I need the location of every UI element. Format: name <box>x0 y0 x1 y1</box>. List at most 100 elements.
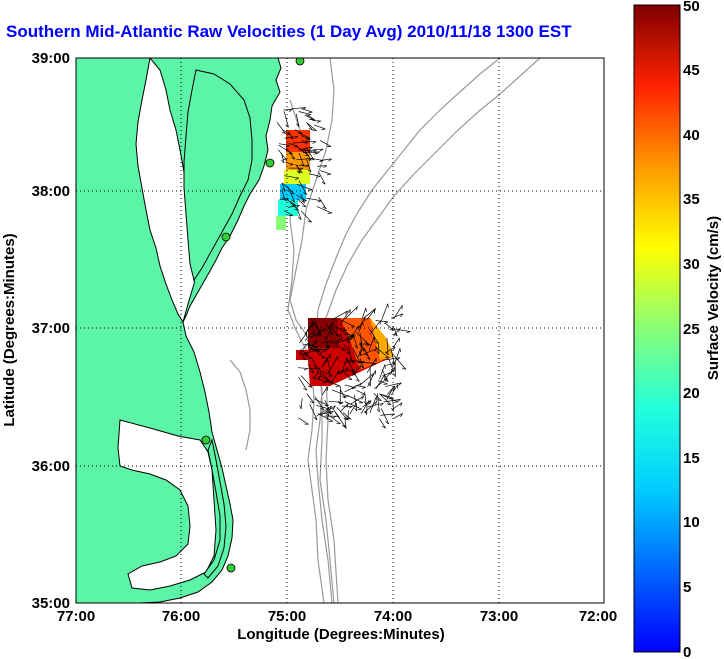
velocity-arrowhead <box>307 220 312 223</box>
velocity-arrowhead <box>301 200 305 204</box>
velocity-arrow <box>390 348 395 365</box>
velocity-arrowhead <box>340 333 342 338</box>
velocity-arrowhead <box>374 341 379 344</box>
velocity-arrowhead <box>389 371 393 375</box>
velocity-arrowhead <box>305 332 308 337</box>
velocity-arrowhead <box>299 405 302 410</box>
velocity-arrow <box>314 396 325 411</box>
svg-text:20: 20 <box>683 385 700 402</box>
svg-text:45: 45 <box>683 62 700 79</box>
velocity-arrow <box>278 144 293 155</box>
velocity-arrowhead <box>345 310 348 315</box>
velocity-arrowhead <box>304 141 309 145</box>
velocity-arrow <box>374 346 390 359</box>
velocity-arrow <box>380 303 389 322</box>
velocity-arrowhead <box>317 331 322 335</box>
svg-text:0: 0 <box>683 644 691 659</box>
bathymetry-contour-3 <box>315 58 501 603</box>
velocity-arrow <box>380 413 395 416</box>
velocity-arrow <box>393 413 403 419</box>
velocity-arrow <box>385 382 402 387</box>
velocity-arrowhead <box>294 208 299 211</box>
velocity-arrowhead <box>328 382 333 384</box>
velocity-arrowhead <box>392 346 396 351</box>
velocity-arrowhead <box>393 333 398 337</box>
velocity-arrow <box>316 404 331 410</box>
velocity-arrowhead <box>329 340 334 344</box>
velocity-arrow <box>379 364 386 380</box>
velocity-arrowhead <box>369 400 372 405</box>
velocity-arrowhead <box>343 425 347 429</box>
velocity-arrow <box>343 343 350 355</box>
velocity-arrowhead <box>322 328 326 333</box>
velocity-arrowhead <box>303 387 308 391</box>
velocity-arrow <box>317 413 333 422</box>
velocity-arrow <box>283 210 294 216</box>
velocity-arrow <box>312 148 324 151</box>
velocity-arrowhead <box>364 353 369 357</box>
velocity-arrow <box>298 152 305 167</box>
velocity-arrow <box>296 158 313 161</box>
velocity-arrow <box>281 183 286 192</box>
colorbar-ticks: 50 45 40 35 30 25 20 15 10 5 0 <box>683 0 700 659</box>
velocity-arrow <box>284 175 299 179</box>
radar-station <box>265 158 275 168</box>
velocity-arrowhead <box>316 151 320 155</box>
velocity-arrowhead <box>343 417 348 421</box>
velocity-arrowhead <box>294 177 299 180</box>
svg-text:10: 10 <box>683 514 700 531</box>
delmarva-peninsula <box>183 69 253 282</box>
velocity-arrow <box>360 400 370 414</box>
velocity-arrow <box>306 122 317 132</box>
lon-tick: 72:00 <box>579 608 617 625</box>
velocity-arrowhead <box>354 407 358 412</box>
plot-frame <box>75 57 605 604</box>
velocity-arrowhead <box>400 313 404 318</box>
velocity-arrow <box>364 401 377 414</box>
velocity-arrow <box>324 399 332 414</box>
velocity-arrow <box>363 308 376 319</box>
velocity-arrowhead <box>374 348 378 352</box>
velocity-arrow <box>343 372 353 380</box>
velocity-arrow <box>317 165 327 167</box>
velocity-arrowhead <box>285 124 289 128</box>
velocity-arrowhead <box>380 402 384 407</box>
velocity-arrow <box>300 375 313 388</box>
velocity-arrow <box>345 306 358 320</box>
velocity-arrow <box>384 322 394 331</box>
lat-tick: 39:00 <box>32 50 70 67</box>
radar-station <box>221 232 231 242</box>
velocity-arrow <box>384 366 396 381</box>
velocity-arrow <box>295 113 300 127</box>
velocity-arrowhead <box>351 369 356 373</box>
velocity-arrowhead <box>391 413 395 417</box>
velocity-arrowhead <box>288 109 293 112</box>
velocity-arrowhead <box>398 382 402 386</box>
velocity-arrowhead <box>345 367 349 372</box>
velocity-arrowhead <box>303 368 308 371</box>
velocity-arrow <box>382 357 401 361</box>
velocity-arrow <box>366 358 377 373</box>
velocity-arrowhead <box>373 337 375 342</box>
velocity-arrowhead <box>360 361 365 364</box>
bathymetry-contour-5 <box>229 359 251 451</box>
velocity-arrowhead <box>333 405 336 410</box>
velocity-arrowhead <box>358 351 361 355</box>
velocity-arrowhead <box>335 385 340 387</box>
velocity-arrowhead <box>387 303 389 308</box>
velocity-arrow <box>311 344 320 353</box>
velocity-arrow <box>314 124 326 130</box>
velocity-arrow <box>386 338 389 356</box>
velocity-arrow <box>338 318 355 328</box>
velocity-arrow <box>309 157 324 161</box>
velocity-arrow <box>331 370 340 383</box>
velocity-arrow <box>309 333 320 338</box>
velocity-arrowhead <box>364 410 368 415</box>
velocity-arrow <box>378 418 386 429</box>
velocity-arrowhead <box>384 364 386 369</box>
velocity-arrowhead <box>355 379 360 382</box>
velocity-arrow <box>283 111 289 128</box>
velocity-arrowhead <box>312 150 317 153</box>
velocity-arrowhead <box>335 335 340 337</box>
svg-text:30: 30 <box>683 256 700 273</box>
